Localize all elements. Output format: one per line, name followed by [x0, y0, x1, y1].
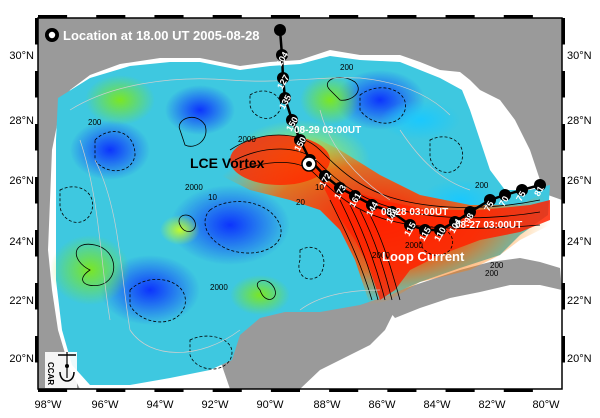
contour-value-label: 2000	[238, 135, 256, 144]
longitude-tick-label: 80°W	[532, 399, 560, 411]
track-point	[449, 216, 461, 228]
cuba-land	[380, 258, 562, 318]
contour-value-label: 2000	[405, 241, 423, 250]
track-point	[516, 184, 528, 196]
latitude-tick-label: 30°N	[9, 50, 34, 62]
latitude-tick-label: 24°N	[567, 236, 592, 248]
latitude-tick-label: 26°N	[567, 175, 592, 187]
location-legend: Location at 18.00 UT 2005-08-28	[45, 28, 260, 43]
track-intensity-label: 70	[497, 194, 511, 208]
contour-value-label: 10	[315, 183, 324, 192]
longitude-ticks: 98°W 96°W 94°W 92°W 90°W 88°W 86°W 84°W 82°W 80°W	[34, 399, 560, 411]
track-point	[286, 114, 298, 126]
latitude-tick-label: 20°N	[567, 353, 592, 365]
yucatan-land	[220, 295, 395, 389]
latitude-tick-label: 28°N	[567, 115, 592, 127]
logo-text: CCAR	[46, 362, 55, 385]
longitude-tick-label: 98°W	[34, 399, 62, 411]
track-intensity-label: 81	[532, 184, 546, 198]
latitude-tick-label: 24°N	[9, 236, 34, 248]
longitude-tick-label: 82°W	[478, 399, 506, 411]
track-point	[366, 199, 378, 211]
track-point	[499, 189, 511, 201]
track-point	[349, 190, 361, 202]
contour-value-label: 20	[296, 198, 305, 207]
current-location-icon	[301, 156, 317, 172]
latitude-tick-label: 22°N	[567, 295, 592, 307]
longitude-tick-label: 94°W	[146, 399, 174, 411]
track-intensity-label: 75	[514, 189, 528, 203]
longitude-tick-label: 84°W	[423, 399, 451, 411]
contour-value-label: 200	[490, 261, 504, 270]
caribbean-area	[300, 295, 562, 389]
contour-value-label: 2000	[185, 183, 203, 192]
track-point	[294, 134, 306, 146]
track-point	[274, 24, 286, 36]
contours-dashed	[59, 87, 463, 370]
latitude-tick-label: 30°N	[567, 50, 592, 62]
ccar-logo: CCAR	[45, 352, 77, 388]
latitude-ticks-right: 20°N 22°N 24°N 26°N 28°N 30°N	[567, 50, 592, 365]
track-point	[404, 219, 416, 231]
longitude-tick-label: 90°W	[256, 399, 284, 411]
track-point	[386, 206, 398, 218]
track-point	[484, 194, 496, 206]
track-time-label-3: 08-27 03:00UT	[455, 220, 522, 231]
legend-text: Location at 18.00 UT 2005-08-28	[63, 28, 260, 43]
track-intensity-label: 75	[482, 199, 496, 213]
contour-value-label: 2000	[210, 283, 228, 292]
contour-value-label: 2000	[372, 251, 390, 260]
latitude-tick-label: 28°N	[9, 115, 34, 127]
latitude-tick-label: 22°N	[9, 295, 34, 307]
longitude-tick-label: 88°W	[313, 399, 341, 411]
latitude-tick-label: 26°N	[9, 175, 34, 187]
contour-value-label: 10	[208, 193, 217, 202]
contour-value-label: 200	[475, 181, 489, 190]
longitude-tick-label: 92°W	[201, 399, 229, 411]
latitude-tick-label: 20°N	[9, 353, 34, 365]
frame-ticks	[35, 15, 565, 392]
latitude-ticks-left: 20°N 22°N 24°N 26°N 28°N 30°N	[9, 50, 34, 365]
track-time-label-1: 08-29 03:00UT	[294, 125, 361, 136]
loop-current-label: Loop Current	[382, 249, 465, 264]
track-point	[279, 92, 291, 104]
track-point	[319, 170, 331, 182]
florida-land	[470, 18, 562, 190]
contour-value-label: 200	[485, 269, 499, 278]
lce-vortex-label: LCE Vortex	[190, 155, 265, 171]
longitude-tick-label: 96°W	[91, 399, 119, 411]
contour-labels: 200 2000 200 2000 200 10 2000 2000 200 20 10 200 200…	[88, 63, 504, 292]
track-point	[434, 224, 446, 236]
contour-value-label: 200	[340, 63, 354, 72]
track-point	[277, 72, 289, 84]
track-time-label-2: 08-28 03:00UT	[381, 207, 448, 218]
track-point	[534, 179, 546, 191]
longitude-tick-label: 86°W	[368, 399, 396, 411]
track-intensity-label: 98	[462, 211, 476, 225]
track-point	[334, 182, 346, 194]
track-point	[464, 206, 476, 218]
contour-value-label: 200	[88, 118, 102, 127]
track-point	[419, 224, 431, 236]
track-point	[276, 49, 288, 61]
